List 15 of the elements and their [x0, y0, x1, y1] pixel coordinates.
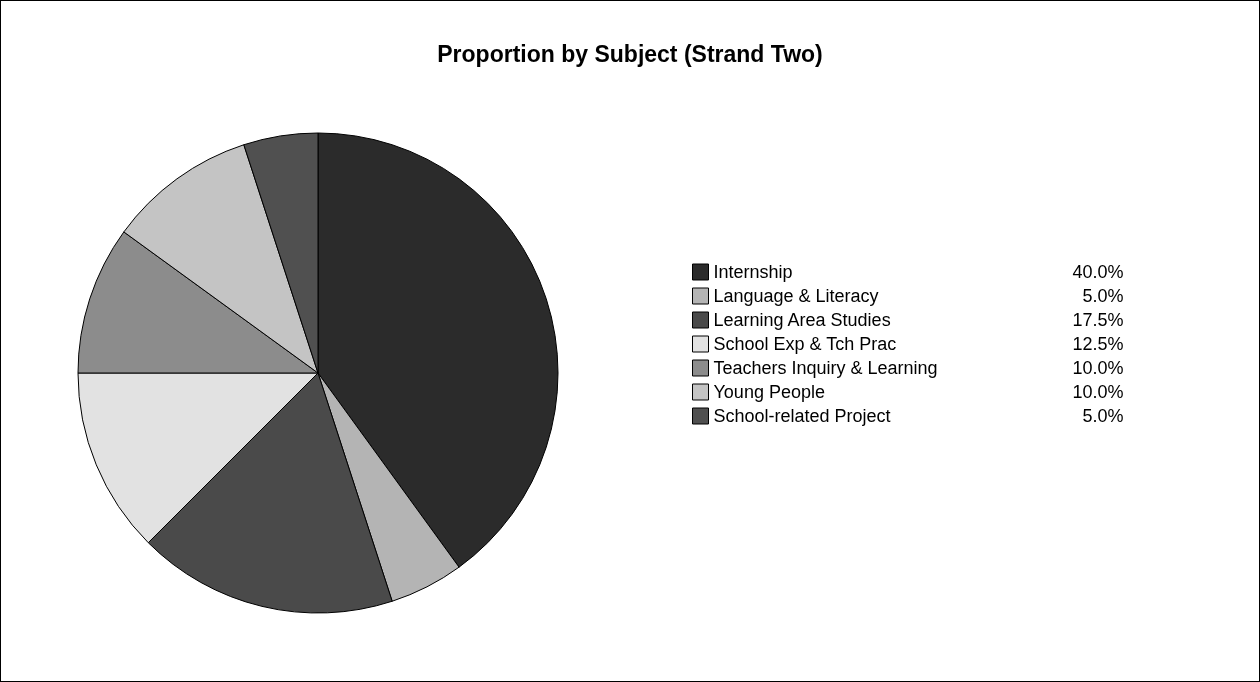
data-label: 12.5%	[1072, 334, 1124, 354]
legend-label: Teachers Inquiry & Learning	[713, 358, 938, 378]
data-label: 5.0%	[1082, 406, 1124, 426]
legend-label: Internship	[713, 262, 793, 282]
legend-label: School Exp & Tch Prac	[713, 334, 897, 354]
legend-label: Young People	[713, 382, 825, 402]
legend-label: Learning Area Studies	[713, 310, 891, 330]
data-label: 5.0%	[1082, 286, 1124, 306]
data-label: 40.0%	[1072, 262, 1124, 282]
legend-label: School-related Project	[713, 406, 891, 426]
chart-title: Proportion by Subject (Strand Two)	[437, 40, 823, 67]
legend-label: Language & Literacy	[713, 286, 879, 306]
data-label: 17.5%	[1072, 310, 1124, 330]
data-label: 10.0%	[1072, 382, 1124, 402]
data-label: 10.0%	[1072, 358, 1124, 378]
